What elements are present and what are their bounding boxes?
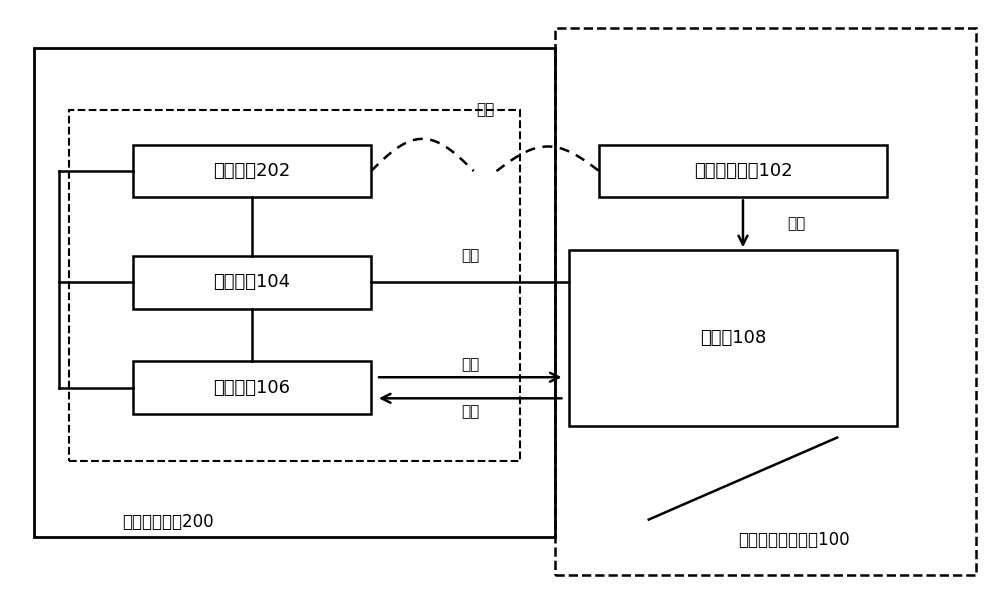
Bar: [69, 109, 520, 461]
Text: 温度采集模块102: 温度采集模块102: [694, 162, 792, 180]
Text: 加热装置202: 加热装置202: [213, 162, 291, 180]
Bar: [133, 256, 371, 309]
Bar: [599, 145, 887, 197]
Text: 控制器108: 控制器108: [700, 329, 766, 347]
Text: 控制: 控制: [461, 248, 479, 264]
Bar: [569, 250, 897, 426]
Text: 通信: 通信: [461, 404, 479, 419]
Text: 采集: 采集: [476, 102, 494, 117]
Text: 第二开关106: 第二开关106: [214, 379, 291, 397]
Bar: [555, 27, 976, 575]
Text: 通信: 通信: [788, 216, 806, 231]
Bar: [133, 145, 371, 197]
Text: 第一开关104: 第一开关104: [214, 273, 291, 292]
Bar: [133, 361, 371, 414]
Text: 电芯加热控制装置100: 电芯加热控制装置100: [738, 531, 850, 549]
Bar: [34, 48, 555, 537]
Text: 电芯加热电路200: 电芯加热电路200: [122, 513, 214, 532]
Text: 控制: 控制: [461, 357, 479, 372]
